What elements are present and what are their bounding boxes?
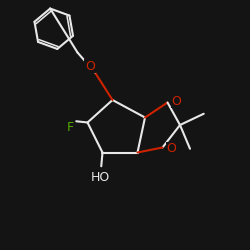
Text: O: O xyxy=(171,95,181,108)
Text: O: O xyxy=(166,142,176,155)
Text: F: F xyxy=(66,121,73,134)
Text: HO: HO xyxy=(90,171,110,184)
Text: O: O xyxy=(85,60,95,73)
